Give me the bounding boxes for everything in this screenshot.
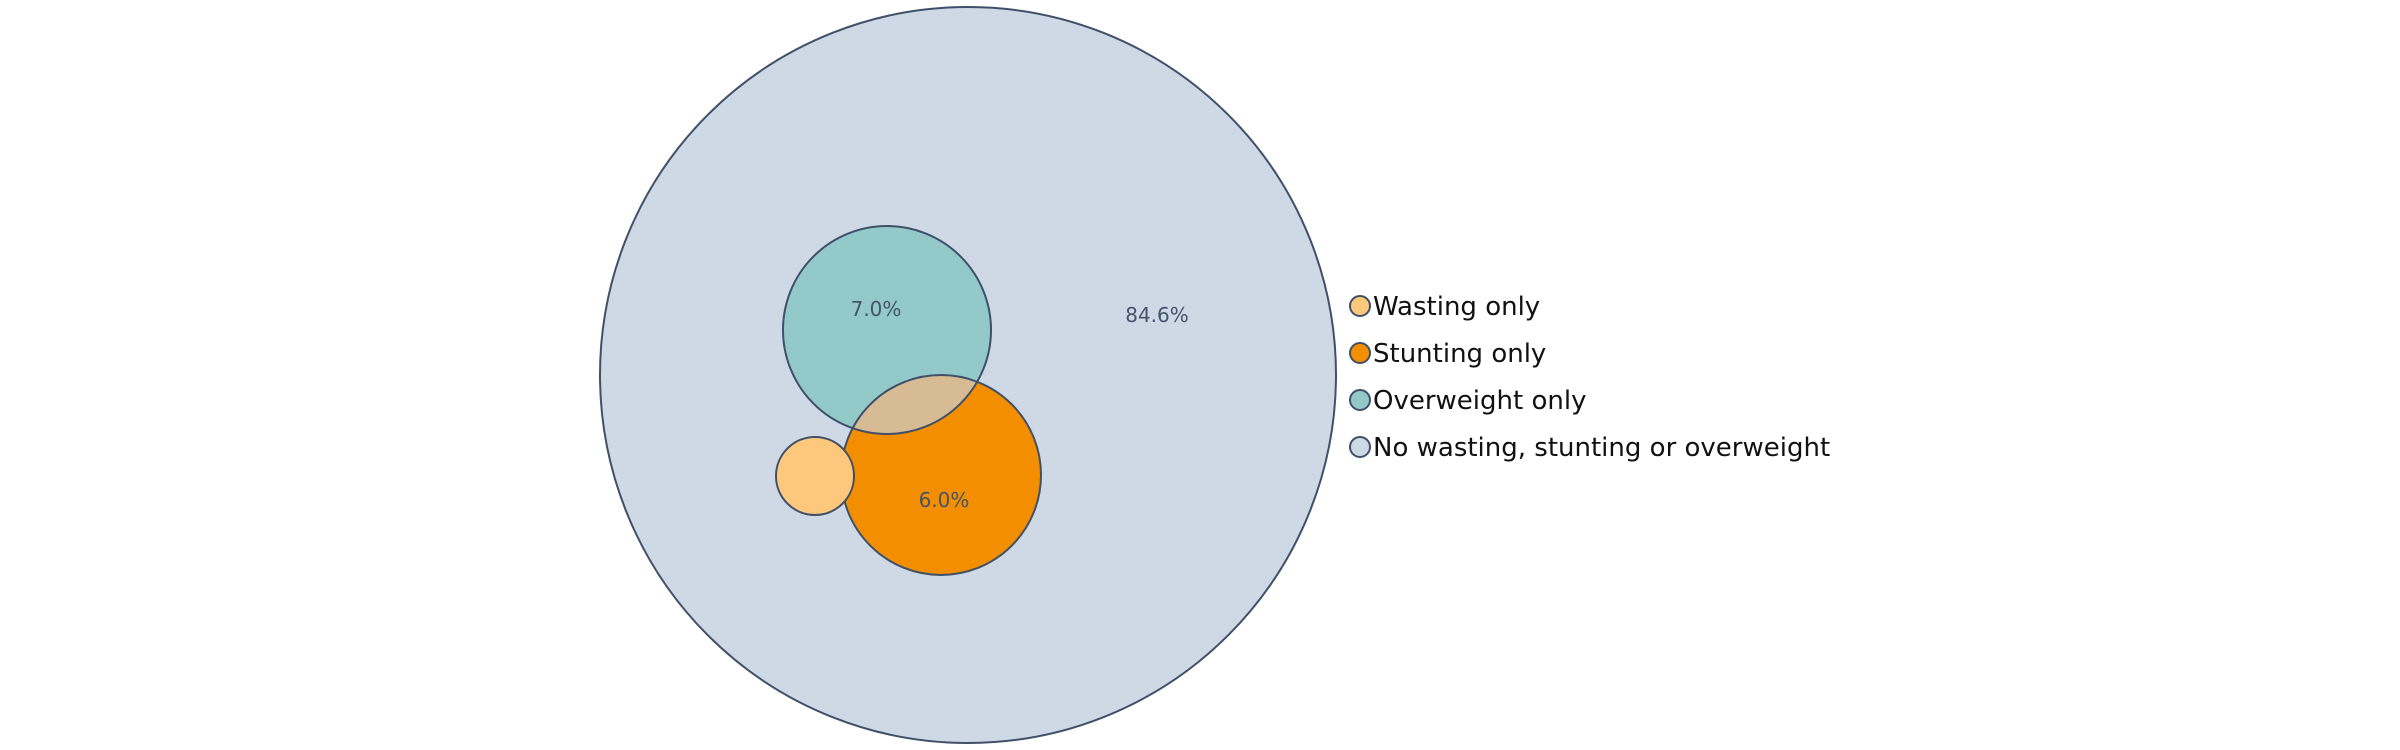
- legend-marker-overweight: [1349, 389, 1371, 411]
- legend-label-wasting: Wasting only: [1373, 292, 1540, 322]
- legend-marker-stunting: [1349, 342, 1371, 364]
- legend-marker-wasting: [1349, 295, 1371, 317]
- label-overweight: 7.0%: [851, 297, 902, 321]
- overlap-overweight-stunting: [841, 375, 991, 434]
- legend: Wasting only Stunting only Overweight on…: [1349, 292, 1830, 463]
- circle-overweight-outline: [782, 225, 992, 435]
- label-none: 84.6%: [1125, 303, 1189, 327]
- circle-wasting: [775, 436, 855, 516]
- legend-label-stunting: Stunting only: [1373, 339, 1546, 369]
- legend-label-none: No wasting, stunting or overweight: [1373, 433, 1830, 463]
- legend-marker-none: [1349, 436, 1371, 458]
- label-stunting: 6.0%: [919, 488, 970, 512]
- legend-label-overweight: Overweight only: [1373, 386, 1586, 416]
